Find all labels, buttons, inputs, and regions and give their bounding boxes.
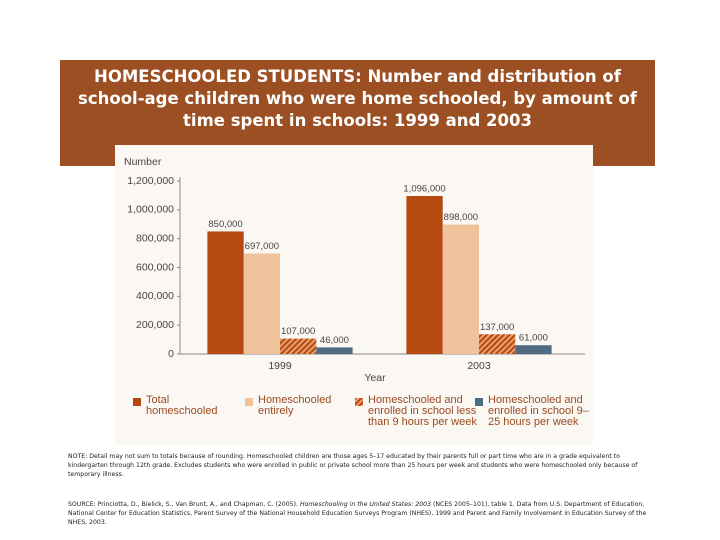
y-tick-label: 1,200,000 [127, 175, 174, 187]
value-label: 137,000 [480, 322, 514, 333]
bar [515, 345, 552, 354]
chart-title: HOMESCHOOLED STUDENTS: Number and distri… [78, 67, 637, 130]
value-label: 898,000 [444, 212, 478, 223]
source-title: Homeschooling in the United States: 2003 [299, 501, 432, 508]
y-tick-label: 800,000 [136, 232, 174, 244]
note: NOTE: Detail may not sum to totals becau… [68, 453, 638, 478]
value-label: 107,000 [281, 326, 315, 337]
source-text: (NCES 2005–101), table 1. Data from U.S.… [68, 501, 647, 526]
source-text: SOURCE: Princiotta, D., Bielick, S., Van… [68, 501, 300, 508]
bar [442, 224, 479, 354]
bar [243, 253, 280, 354]
legend-swatch [133, 398, 141, 406]
plot-background [115, 145, 593, 445]
legend-label: Homeschooled and enrolled in school 9–25… [488, 394, 589, 428]
bar [280, 338, 317, 354]
bar [406, 195, 443, 354]
legend-swatch [245, 398, 253, 406]
y-tick-label: 1,000,000 [127, 204, 174, 216]
x-tick-label: 2003 [467, 360, 491, 372]
legend-label: Total homeschooled [146, 394, 218, 417]
x-axis-label: Year [364, 372, 386, 384]
source: SOURCE: Princiotta, D., Bielick, S., Van… [68, 500, 653, 527]
value-label: 697,000 [245, 241, 279, 252]
x-tick-label: 1999 [268, 360, 292, 372]
bar [479, 334, 516, 354]
y-tick-label: 600,000 [136, 261, 174, 273]
legend-label: Homeschooled and enrolled in school less… [368, 394, 477, 428]
value-label: 850,000 [208, 219, 242, 230]
value-label: 61,000 [519, 333, 548, 344]
bar [207, 231, 244, 354]
value-label: 1,096,000 [403, 184, 445, 195]
y-tick-label: 200,000 [136, 319, 174, 331]
bar [316, 347, 353, 354]
legend-swatch [475, 398, 483, 406]
legend-swatch [355, 398, 363, 406]
y-tick-label: 400,000 [136, 290, 174, 302]
legend-label: Homeschooled entirely [258, 394, 332, 417]
value-label: 46,000 [320, 335, 349, 346]
y-tick-label: 0 [168, 348, 174, 360]
y-axis-label: Number [124, 156, 162, 168]
